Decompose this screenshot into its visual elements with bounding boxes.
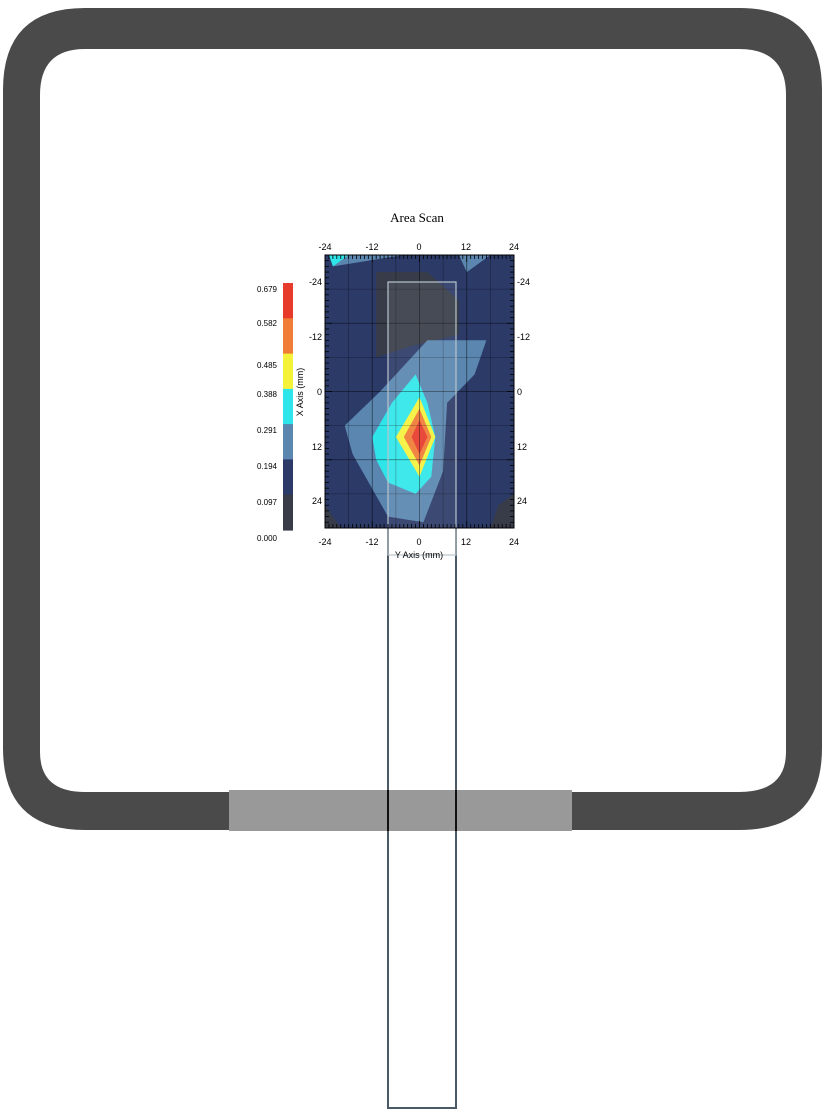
y-tick-left: 0 (317, 387, 322, 397)
x-tick-bottom: 24 (509, 537, 519, 547)
contour-region (376, 272, 459, 358)
y-tick-right: 24 (517, 496, 527, 506)
x-tick-top: 0 (416, 242, 421, 252)
colorbar-swatch (283, 318, 293, 355)
y-tick-left: 24 (312, 496, 322, 506)
colorbar-label: 0.194 (257, 462, 278, 471)
y-axis-label: X Axis (mm) (295, 368, 305, 417)
x-tick-bottom: 0 (416, 537, 421, 547)
y-tick-right: 12 (517, 442, 527, 452)
y-tick-left: -24 (309, 277, 322, 287)
y-tick-left: -12 (309, 332, 322, 342)
x-tick-bottom: 12 (461, 537, 471, 547)
plot-frame (324, 254, 515, 529)
colorbar: 0.679 0.582 0.485 0.388 0.291 0.194 0.09… (257, 283, 293, 543)
y-tick-right: -24 (517, 277, 530, 287)
x-axis-label: Y Axis (mm) (395, 550, 443, 560)
colorbar-swatch (283, 459, 293, 496)
colorbar-label: 0.097 (257, 498, 278, 507)
colorbar-label: 0.291 (257, 426, 278, 435)
x-tick-bottom: -24 (318, 537, 331, 547)
phantom-frame (3, 8, 822, 831)
colorbar-swatch (283, 424, 293, 460)
colorbar-swatch (283, 353, 293, 390)
contour-region (490, 493, 514, 528)
contour-region (332, 255, 404, 267)
y-tick-left: 12 (312, 442, 322, 452)
colorbar-swatch (283, 494, 293, 531)
area-scan-chart: Area Scan -24 -12 0 12 24 -24 -12 0 12 2… (257, 210, 530, 560)
colorbar-label: 0.582 (257, 319, 278, 328)
x-tick-top: 24 (509, 242, 519, 252)
colorbar-swatch (283, 283, 293, 319)
colorbar-label: 0.485 (257, 361, 278, 370)
chart-title: Area Scan (390, 210, 444, 225)
y-tick-right: 0 (517, 387, 522, 397)
colorbar-swatches (283, 283, 293, 531)
x-tick-bottom: -12 (365, 537, 378, 547)
colorbar-label: 0.388 (257, 390, 278, 399)
x-tick-top: -24 (318, 242, 331, 252)
colorbar-swatch (283, 388, 293, 425)
contour-region (328, 255, 349, 267)
axis-ticks (324, 254, 515, 529)
y-tick-right: -12 (517, 332, 530, 342)
colorbar-label: 0.000 (257, 534, 278, 543)
device-overlay (387, 281, 457, 556)
colorbar-label: 0.679 (257, 285, 278, 294)
phantom-slot (229, 790, 572, 831)
x-tick-top: -12 (365, 242, 378, 252)
x-tick-top: 12 (461, 242, 471, 252)
